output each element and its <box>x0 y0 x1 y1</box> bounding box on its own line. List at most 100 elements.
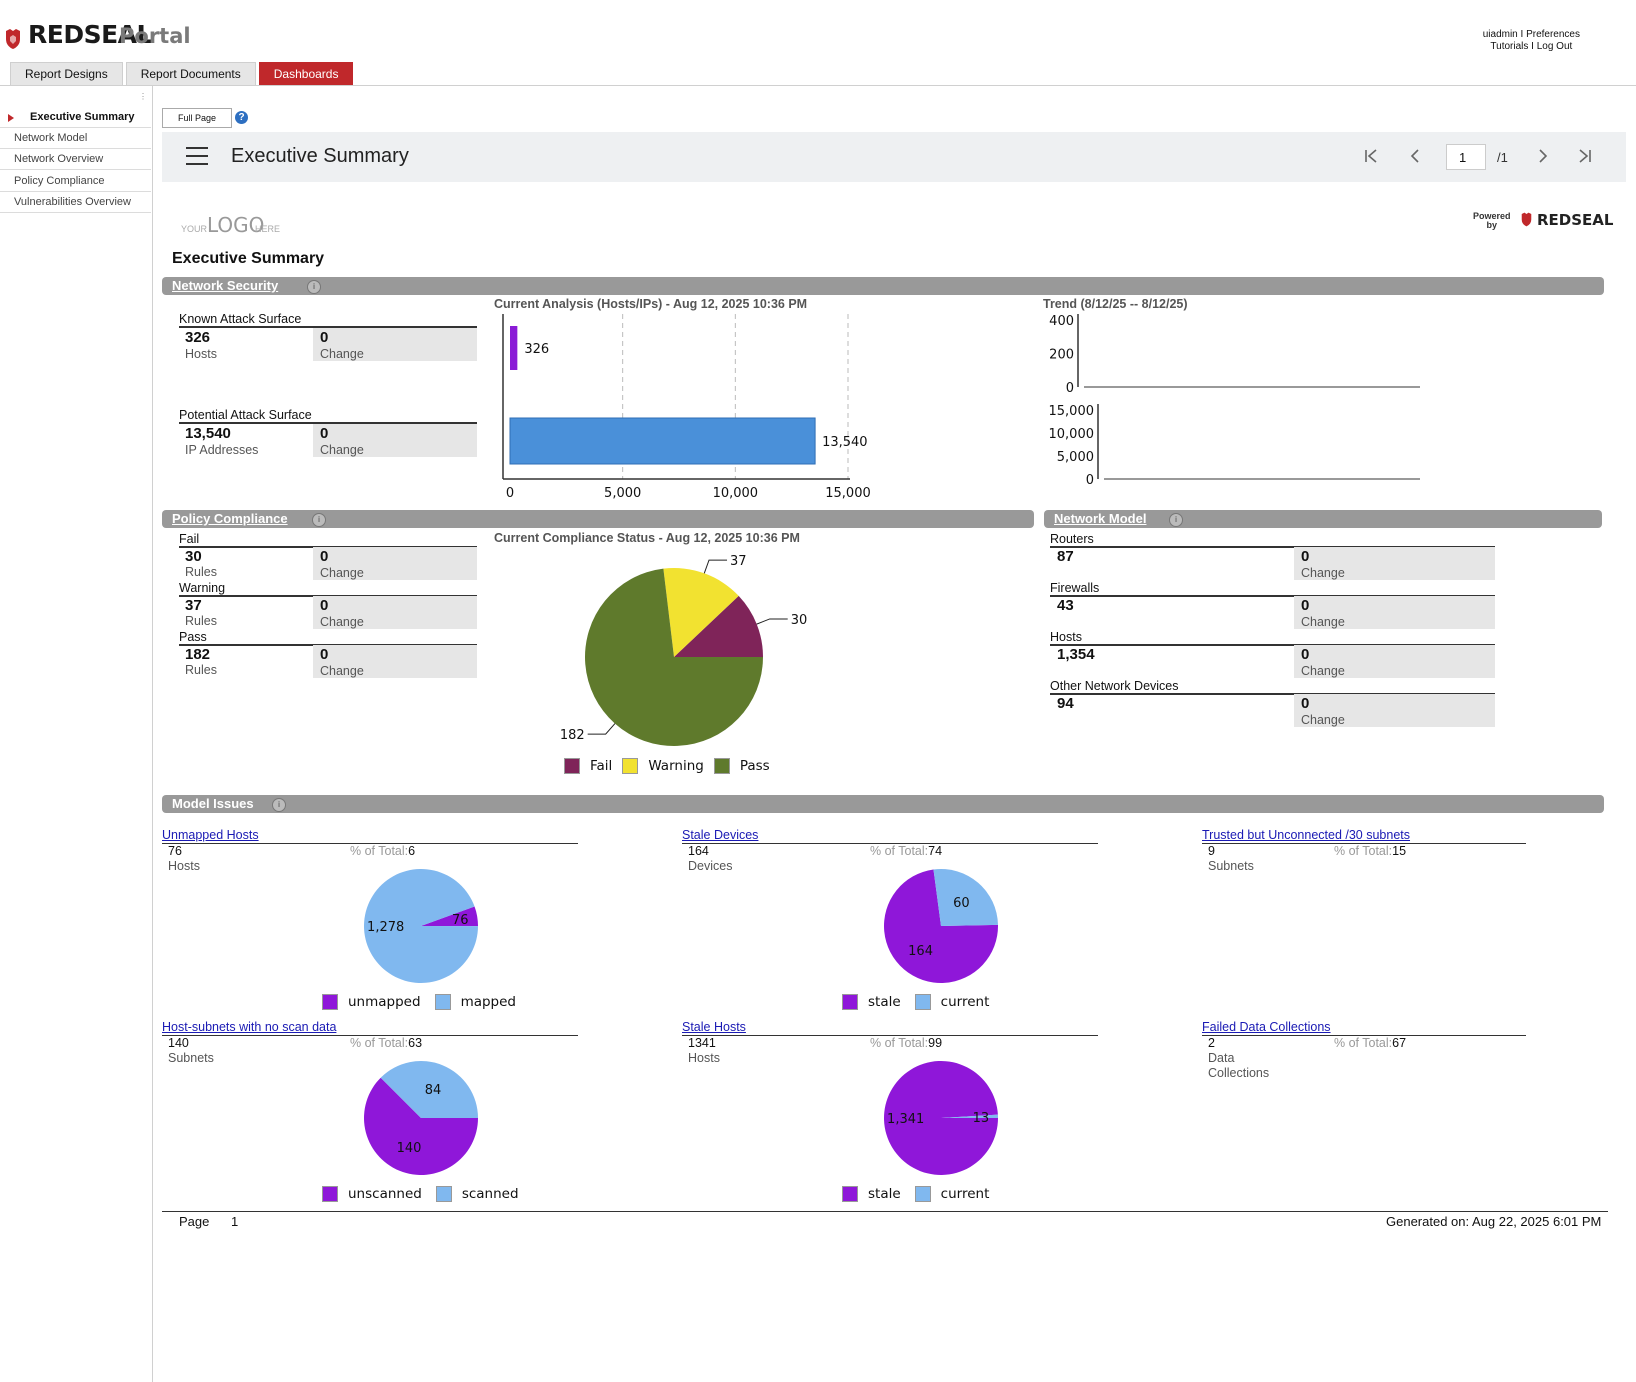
model-issue-slice <box>941 1114 998 1118</box>
by-text: by <box>1486 220 1498 230</box>
pct-value: 15 <box>1392 844 1407 858</box>
sidebar-item-executive-summary[interactable]: Executive Summary <box>0 108 151 128</box>
logo-placeholder-your: YOUR <box>181 224 208 234</box>
metric-rule <box>1050 644 1495 646</box>
footer-page-number: 1 <box>231 1214 239 1229</box>
trend-y-tick-label: 400 <box>1049 314 1074 329</box>
leader-line <box>703 559 728 574</box>
powered-brand: REDSEAL <box>1537 211 1614 229</box>
model-issue-link[interactable]: Host-subnets with no scan data <box>162 1020 337 1034</box>
sidebar-item-vulnerabilities-overview[interactable]: Vulnerabilities Overview <box>0 193 151 213</box>
compliance-legend: Fail Warning Pass <box>564 758 780 774</box>
menu-icon[interactable] <box>186 147 208 171</box>
potential-attack-surface-value: 13,540 <box>185 425 231 442</box>
tab-dashboards[interactable]: Dashboards <box>258 62 354 85</box>
model-issue-link[interactable]: Stale Devices <box>682 828 759 842</box>
network-model-row-value: 94 <box>1057 695 1074 712</box>
model-issue-rule <box>1202 1035 1526 1036</box>
last-page-icon[interactable] <box>1578 149 1592 163</box>
pct-label: % of Total: <box>350 1036 409 1050</box>
next-page-icon[interactable] <box>1536 149 1550 163</box>
legend-swatch-pass <box>713 758 730 774</box>
sidebar-resize-grip-icon[interactable]: ⋮ <box>139 92 147 101</box>
sidebar-item-network-model[interactable]: Network Model <box>0 129 151 149</box>
user-links-line1[interactable]: uiadmin I Preferences <box>1482 29 1580 40</box>
model-issue-link[interactable]: Trusted but Unconnected /30 subnets <box>1202 828 1411 842</box>
metric-rule <box>1050 693 1495 695</box>
network-model-row-value: 43 <box>1057 597 1074 614</box>
user-links-line2[interactable]: Tutorials I Log Out <box>1490 41 1573 52</box>
network-security-link[interactable]: Network Security <box>172 278 279 293</box>
compliance-slice-fail <box>674 595 763 657</box>
redseal-shield-icon <box>6 29 20 49</box>
model-issue-unit: Devices <box>688 859 733 873</box>
compliance-data-label: 37 <box>730 554 747 569</box>
sidebar-item-policy-compliance[interactable]: Policy Compliance <box>0 172 151 192</box>
model-issue-pct: % of Total:6 <box>350 844 415 858</box>
known-attack-surface-label: Known Attack Surface <box>179 312 302 326</box>
sidebar-item-network-overview[interactable]: Network Overview <box>0 150 151 170</box>
legend-label-pass: Pass <box>739 758 770 774</box>
tab-report-designs[interactable]: Report Designs <box>10 62 123 85</box>
model-issue-value: 140 <box>168 1036 189 1050</box>
x-tick-label: 10,000 <box>713 486 759 500</box>
page-number-input[interactable]: 1 <box>1446 144 1486 170</box>
legend-label: stale <box>868 1186 901 1202</box>
potential-attack-surface-unit: IP Addresses <box>185 443 259 457</box>
change-box: 0 Change <box>313 596 477 629</box>
model-issues-section-bar: Model Issues i <box>162 795 1604 813</box>
pct-value: 74 <box>928 844 943 858</box>
change-label: Change <box>320 664 364 678</box>
network-security-section-bar: Network Security i <box>162 277 1604 295</box>
x-tick-label: 5,000 <box>604 486 641 500</box>
model-issue-link[interactable]: Stale Hosts <box>682 1020 746 1034</box>
network-model-row-label: Hosts <box>1050 630 1082 644</box>
model-issue-pct: % of Total:99 <box>870 1036 942 1050</box>
model-issue-link[interactable]: Unmapped Hosts <box>162 828 259 842</box>
model-issue-link[interactable]: Failed Data Collections <box>1202 1020 1331 1034</box>
tabs-divider <box>0 85 1636 86</box>
change-value: 0 <box>1301 597 1310 614</box>
help-icon[interactable]: ? <box>235 111 248 124</box>
model-issue-slice <box>884 1060 998 1175</box>
compliance-status-title: Current Compliance Status - Aug 12, 2025… <box>494 531 800 545</box>
info-icon[interactable]: i <box>1169 513 1183 527</box>
logo-placeholder-here: HERE <box>255 224 281 234</box>
compliance-row-unit: Rules <box>185 614 217 628</box>
previous-page-icon[interactable] <box>1408 149 1422 163</box>
legend-swatch <box>434 994 451 1010</box>
report-title: Executive Summary <box>172 250 325 267</box>
tab-report-documents[interactable]: Report Documents <box>125 62 256 85</box>
model-issue-slice <box>933 869 998 926</box>
pie-data-label: 84 <box>425 1083 442 1098</box>
legend-label: scanned <box>461 1186 519 1202</box>
change-box: 0 Change <box>313 328 477 361</box>
change-label: Change <box>320 615 364 629</box>
info-icon[interactable]: i <box>312 513 326 527</box>
change-label: Change <box>1301 566 1345 580</box>
legend-label: current <box>940 1186 990 1202</box>
model-issue-value: 164 <box>688 844 709 858</box>
change-value: 0 <box>320 425 329 442</box>
first-page-icon[interactable] <box>1364 149 1378 163</box>
powered-by: Powered by <box>1473 212 1511 230</box>
model-issue-rule <box>162 843 578 844</box>
potential-attack-surface-label: Potential Attack Surface <box>179 408 312 422</box>
model-issue-legend: unmapped mapped <box>322 994 530 1010</box>
metric-rule <box>1050 595 1495 597</box>
info-icon[interactable]: i <box>272 798 286 812</box>
current-analysis-bar-chart: 326 13,540 0 5,000 10,000 15,000 <box>502 314 871 500</box>
full-page-button[interactable]: Full Page <box>162 108 232 128</box>
pie-data-label: 140 <box>397 1141 422 1156</box>
info-icon[interactable]: i <box>307 280 321 294</box>
legend-label: unmapped <box>348 994 421 1010</box>
compliance-pie-chart: 30 37 182 <box>560 554 807 746</box>
legend-label: current <box>940 994 990 1010</box>
network-model-link[interactable]: Network Model <box>1054 511 1147 526</box>
pct-value: 6 <box>408 844 416 858</box>
policy-compliance-link[interactable]: Policy Compliance <box>172 511 288 526</box>
network-model-row-label: Routers <box>1050 532 1094 546</box>
model-issue-rule <box>682 1035 1098 1036</box>
legend-label-fail: Fail <box>590 758 613 774</box>
compliance-row-label: Fail <box>179 532 200 546</box>
